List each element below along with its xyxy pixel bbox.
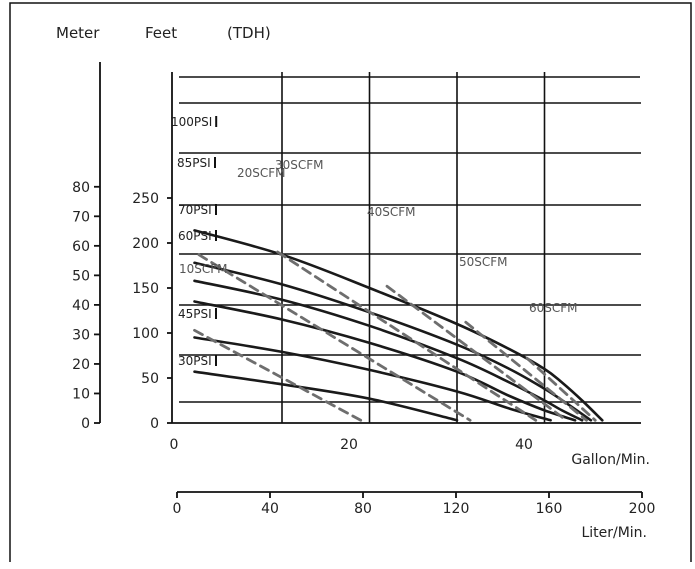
feet-tick-label-50: 50	[141, 371, 159, 387]
label-30psi: 30PSI	[178, 354, 212, 368]
label-10scfm: 10SCFM	[179, 262, 228, 276]
feet-tick-label-200: 200	[132, 236, 159, 252]
header-feet: Feet	[145, 24, 177, 42]
label-45psi: 45PSI	[178, 307, 212, 321]
y-axes: 0 10 20 30 40 50 60 70 80 0 50 100 150 200 250	[72, 62, 173, 432]
lpm-tick-label-80: 80	[354, 501, 372, 517]
curve-60psi	[193, 300, 577, 422]
label-60psi: 60PSI	[178, 229, 212, 243]
feet-tick-label-250: 250	[132, 191, 159, 207]
label-40scfm: 40SCFM	[367, 205, 416, 219]
label-100psi: 100PSI	[171, 115, 212, 129]
label-20scfm: 20SCFM	[237, 166, 286, 180]
chart-frame: Meter Feet (TDH) 0 10 20 30 40 50 60 70 80 0 50 100…	[9, 2, 693, 564]
lpm-unit-label: Liter/Min.	[581, 525, 647, 541]
label-30scfm: 30SCFM	[275, 158, 324, 172]
meter-tick-label-70: 70	[72, 209, 90, 225]
header-meter: Meter	[56, 24, 100, 42]
grid	[179, 72, 641, 423]
series	[193, 229, 604, 422]
curve-85psi	[193, 261, 593, 422]
curve-30scfm	[276, 250, 538, 422]
curve-100psi	[193, 229, 604, 422]
curve-40scfm	[385, 284, 568, 422]
curve-60scfm	[525, 356, 597, 422]
gpm-unit-label: Gallon/Min.	[571, 452, 650, 468]
meter-tick-label-40: 40	[72, 298, 90, 314]
header-tdh: (TDH)	[227, 24, 271, 42]
chart-border	[9, 2, 692, 562]
lpm-tick-label-200: 200	[629, 501, 656, 517]
label-50scfm: 50SCFM	[459, 255, 508, 269]
feet-tick-label-100: 100	[132, 326, 159, 342]
curve-50scfm	[464, 320, 588, 422]
lpm-tick-label-0: 0	[173, 501, 182, 517]
gpm-tick-label-40: 40	[515, 437, 533, 453]
curve-70psi	[193, 279, 584, 422]
meter-tick-label-30: 30	[72, 327, 90, 343]
meter-tick-label-20: 20	[72, 357, 90, 373]
label-60scfm: 60SCFM	[529, 301, 578, 315]
lpm-tick-label-160: 160	[536, 501, 563, 517]
curve-10scfm	[193, 328, 363, 422]
gpm-tick-label-20: 20	[340, 437, 358, 453]
curve-20scfm	[197, 253, 472, 422]
lpm-tick-label-40: 40	[261, 501, 279, 517]
feet-tick-label-0: 0	[150, 416, 159, 432]
meter-tick-label-60: 60	[72, 239, 90, 255]
gpm-tick-label-0: 0	[170, 437, 179, 453]
label-85psi: 85PSI	[177, 156, 211, 170]
meter-tick-label-50: 50	[72, 268, 90, 284]
meter-tick-label-10: 10	[72, 386, 90, 402]
lpm-tick-label-120: 120	[443, 501, 470, 517]
series-labels: 100PSI 85PSI 70PSI 60PSI 45PSI 30PSI 10SCFM 20S…	[171, 115, 578, 368]
label-70psi: 70PSI	[178, 203, 212, 217]
feet-tick-label-150: 150	[132, 281, 159, 297]
meter-tick-label-0: 0	[81, 416, 90, 432]
curve-30psi	[193, 370, 459, 422]
x-axes: 0 20 40 Gallon/Min. 0 40 80 120 160 200 Liter/Min.	[170, 422, 656, 541]
meter-tick-label-80: 80	[72, 180, 90, 196]
pump-performance-chart: Meter Feet (TDH) 0 10 20 30 40 50 60 70 80 0 50 100…	[9, 2, 692, 562]
